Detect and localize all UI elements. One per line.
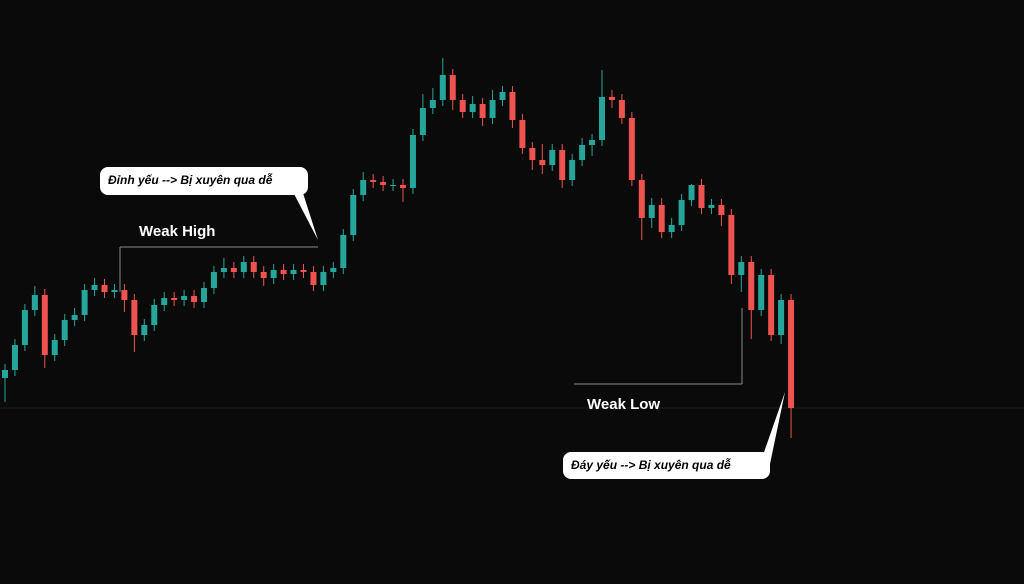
callout-pointer bbox=[292, 190, 318, 240]
candle-body bbox=[320, 272, 327, 285]
candle-body bbox=[499, 92, 506, 100]
weak-high-label: Weak High bbox=[139, 223, 215, 240]
candles bbox=[2, 58, 795, 438]
candle-body bbox=[529, 148, 536, 160]
candle-body bbox=[439, 75, 446, 100]
candle-body bbox=[778, 300, 785, 335]
candle-body bbox=[181, 296, 188, 300]
candle-body bbox=[748, 262, 755, 310]
candle-body bbox=[11, 345, 18, 370]
callout-box bbox=[563, 452, 770, 479]
candle-body bbox=[658, 205, 665, 232]
top-callout: Đỉnh yếu --> Bị xuyên qua dễ bbox=[100, 167, 318, 240]
candle-body bbox=[788, 300, 795, 408]
candle-body bbox=[688, 185, 695, 200]
callout-text: Đáy yếu --> Bị xuyên qua dễ bbox=[571, 457, 731, 472]
candle-body bbox=[678, 200, 685, 225]
candle-body bbox=[310, 272, 317, 285]
candle-body bbox=[21, 310, 28, 345]
candle-body bbox=[469, 104, 476, 112]
candle-body bbox=[300, 270, 307, 272]
candle-body bbox=[360, 180, 367, 195]
candle-body bbox=[618, 100, 625, 118]
candle-body bbox=[161, 298, 168, 305]
candle-body bbox=[210, 272, 217, 288]
candle-body bbox=[141, 325, 148, 335]
candle-body bbox=[41, 295, 48, 355]
candle-body bbox=[549, 150, 556, 165]
candle-body bbox=[171, 298, 178, 300]
bottom-callout: Đáy yếu --> Bị xuyên qua dễ bbox=[563, 392, 785, 479]
candle-body bbox=[479, 104, 486, 118]
candle-body bbox=[81, 290, 88, 315]
candle-body bbox=[191, 296, 198, 302]
candle-body bbox=[559, 150, 566, 180]
candle-body bbox=[728, 215, 735, 275]
candle-body bbox=[220, 268, 227, 272]
candle-body bbox=[449, 75, 456, 100]
candle-body bbox=[71, 315, 78, 320]
candle-body bbox=[340, 235, 347, 268]
candle-body bbox=[350, 195, 357, 235]
candle-body bbox=[429, 100, 436, 108]
candle-body bbox=[91, 285, 98, 290]
candle-body bbox=[718, 205, 725, 215]
candle-body bbox=[111, 290, 118, 292]
candle-body bbox=[380, 182, 387, 185]
candle-body bbox=[121, 290, 128, 300]
candle-body bbox=[638, 180, 645, 218]
candle-body bbox=[489, 100, 496, 118]
candle-body bbox=[31, 295, 38, 310]
candle-body bbox=[509, 92, 516, 120]
candle-body bbox=[698, 185, 705, 208]
candle-body bbox=[131, 300, 138, 335]
candle-body bbox=[459, 100, 466, 112]
candle-body bbox=[390, 185, 397, 186]
candle-body bbox=[579, 145, 586, 160]
candle-body bbox=[768, 275, 775, 335]
callout-text: Đỉnh yếu --> Bị xuyên qua dễ bbox=[108, 172, 273, 187]
candle-body bbox=[708, 205, 715, 208]
candle-body bbox=[280, 270, 287, 274]
weak-low-label: Weak Low bbox=[587, 396, 660, 413]
callout-box bbox=[100, 167, 308, 195]
candle-body bbox=[599, 97, 605, 140]
candle-body bbox=[370, 180, 377, 182]
candle-body bbox=[628, 118, 635, 180]
candle-body bbox=[61, 320, 68, 340]
candle-body bbox=[250, 262, 257, 272]
candle-body bbox=[648, 205, 655, 218]
candle-body bbox=[260, 272, 267, 278]
candle-body bbox=[589, 140, 596, 145]
candle-body bbox=[608, 97, 615, 100]
candle-body bbox=[519, 120, 526, 148]
callout-pointer bbox=[762, 392, 785, 464]
candle-body bbox=[51, 340, 58, 355]
candle-body bbox=[101, 285, 108, 292]
candle-body bbox=[2, 370, 8, 378]
candle-body bbox=[419, 108, 426, 135]
candle-body bbox=[668, 225, 675, 232]
candle-body bbox=[330, 268, 337, 272]
candle-body bbox=[151, 305, 158, 325]
candle-body bbox=[201, 288, 207, 302]
candle-body bbox=[230, 268, 237, 272]
candle-body bbox=[569, 160, 576, 180]
candle-body bbox=[240, 262, 247, 272]
candle-body bbox=[409, 135, 416, 188]
candle-body bbox=[290, 270, 297, 274]
candle-body bbox=[400, 185, 406, 188]
candle-body bbox=[539, 160, 546, 165]
candle-body bbox=[758, 275, 765, 310]
candle-body bbox=[270, 270, 277, 278]
candle-body bbox=[738, 262, 745, 275]
